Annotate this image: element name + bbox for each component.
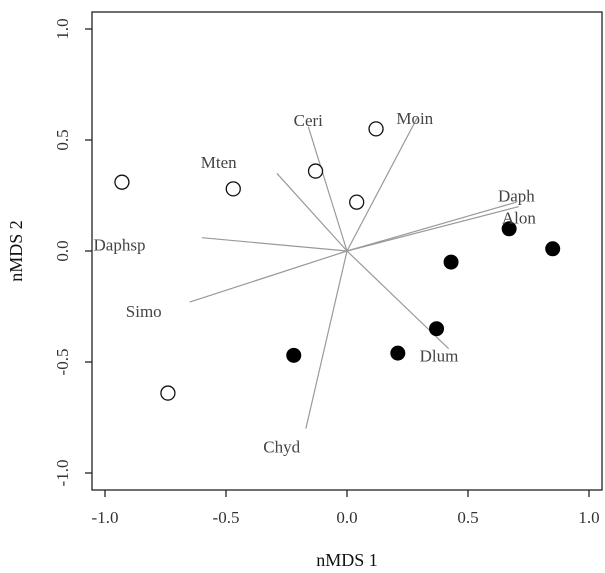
y-tick-label: -1.0 — [53, 460, 72, 487]
vector-daph — [346, 201, 517, 252]
species-vectors — [189, 117, 519, 429]
open-point — [349, 194, 365, 210]
vector-mten — [276, 172, 348, 252]
y-tick-label: 0.0 — [53, 240, 72, 261]
open-point — [225, 181, 241, 197]
filled-point — [429, 321, 445, 337]
label-moin: Moin — [396, 109, 433, 128]
open-point — [368, 121, 384, 137]
open-point — [114, 174, 130, 190]
x-axis: -1.0 -0.5 0.0 0.5 1.0 — [92, 490, 600, 527]
y-tick-label: -0.5 — [53, 349, 72, 376]
x-tick-label: 1.0 — [578, 508, 599, 527]
filled-point — [390, 345, 406, 361]
filled-point — [286, 347, 302, 363]
x-tick-label: 0.5 — [457, 508, 478, 527]
species-labels: Ceri Moin Mten Daph Alon Daphsp Simo Dlum Chyd — [94, 109, 537, 457]
vector-simo — [189, 250, 348, 303]
x-tick-label: 0.0 — [336, 508, 357, 527]
vector-chyd — [305, 250, 348, 429]
filled-point — [545, 241, 561, 257]
site-points — [114, 121, 561, 401]
label-daphsp: Daphsp — [94, 235, 146, 254]
y-axis: -1.0 -0.5 0.0 0.5 1.0 — [53, 18, 92, 486]
open-point — [307, 163, 324, 179]
vector-alon — [346, 206, 519, 252]
label-ceri: Ceri — [294, 111, 324, 130]
y-tick-label: 1.0 — [53, 18, 72, 39]
filled-point — [501, 221, 517, 237]
x-axis-label: nMDS 1 — [316, 550, 378, 570]
label-simo: Simo — [126, 302, 162, 321]
x-tick-label: -0.5 — [213, 508, 240, 527]
label-alon: Alon — [502, 209, 537, 228]
label-mten: Mten — [201, 153, 237, 172]
vector-daphsp — [201, 237, 348, 252]
vector-ceri — [307, 126, 348, 252]
vector-moin — [346, 117, 418, 252]
label-dlum: Dlum — [420, 346, 459, 365]
y-tick-label: 0.5 — [53, 129, 72, 150]
open-point — [160, 385, 176, 401]
label-daph: Daph — [498, 187, 535, 206]
y-axis-label: nMDS 2 — [6, 220, 26, 282]
x-tick-label: -1.0 — [92, 508, 119, 527]
label-chyd: Chyd — [263, 437, 300, 456]
filled-point — [443, 254, 459, 270]
